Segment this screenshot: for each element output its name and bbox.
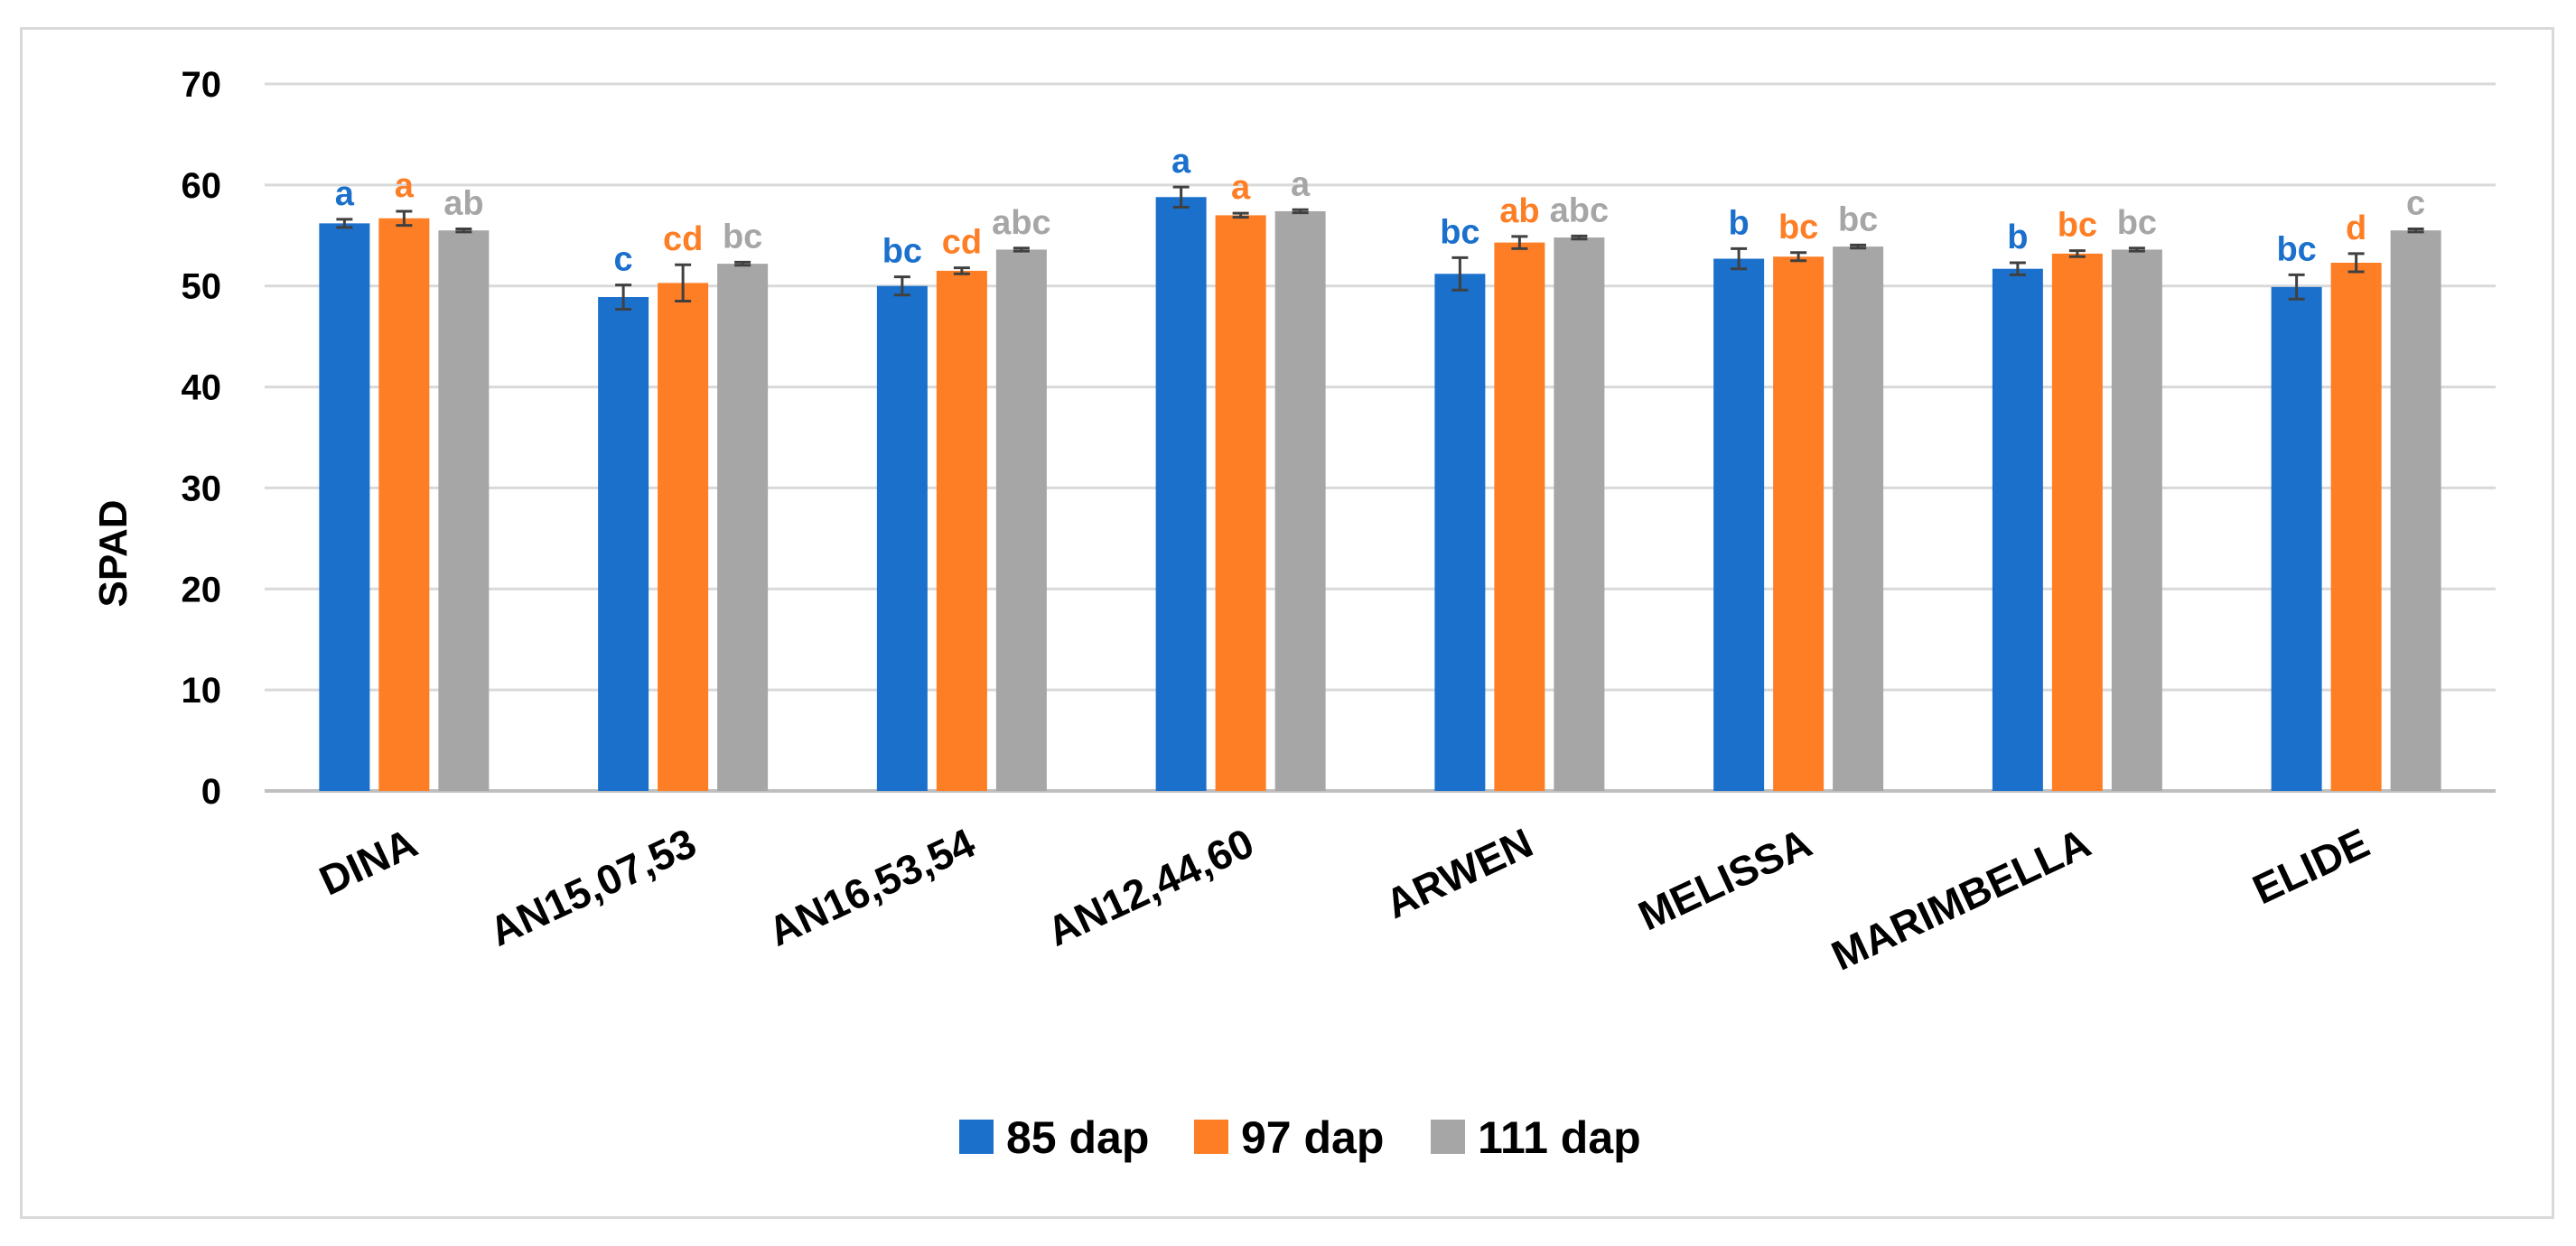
legend-label: 85 dap bbox=[1006, 1112, 1149, 1163]
bar bbox=[2111, 249, 2162, 792]
bar bbox=[1434, 274, 1486, 791]
x-category-label: AN15,07,53 bbox=[482, 819, 703, 955]
y-tick-label: 10 bbox=[182, 671, 222, 711]
legend-swatch bbox=[959, 1120, 994, 1154]
error-bars bbox=[336, 185, 2424, 311]
bar bbox=[658, 283, 709, 791]
significance-letter: a bbox=[395, 167, 415, 205]
y-tick-label: 0 bbox=[201, 772, 221, 812]
y-tick-label: 20 bbox=[182, 570, 222, 609]
x-category-label: MELISSA bbox=[1631, 819, 1818, 940]
significance-letter: c bbox=[614, 241, 633, 279]
y-axis-ticks: 0 10 20 30 40 50 60 70 bbox=[182, 65, 222, 812]
bar bbox=[1274, 210, 1326, 791]
legend: 85 dap 97 dap 111 dap bbox=[959, 1112, 1641, 1163]
significance-letter: bc bbox=[882, 233, 922, 271]
y-axis-title: SPAD bbox=[91, 500, 135, 608]
x-category-label: ARWEN bbox=[1378, 819, 1540, 927]
significance-letter: bc bbox=[2276, 230, 2316, 268]
bar bbox=[1155, 197, 1207, 791]
bars bbox=[319, 197, 2441, 792]
significance-letter: bc bbox=[1778, 209, 1818, 246]
y-tick-label: 70 bbox=[182, 65, 222, 105]
significance-letter: bc bbox=[1440, 213, 1479, 251]
bar bbox=[1494, 242, 1545, 791]
bar bbox=[319, 223, 370, 791]
significance-letter: d bbox=[2346, 209, 2366, 247]
y-tick-label: 40 bbox=[182, 368, 222, 408]
legend-label: 97 dap bbox=[1241, 1112, 1384, 1163]
bar bbox=[598, 297, 649, 792]
bar bbox=[1833, 246, 1884, 792]
x-category-label: AN12,44,60 bbox=[1040, 819, 1260, 955]
x-category-label: MARIMBELLA bbox=[1825, 819, 2097, 980]
bar bbox=[936, 270, 987, 792]
x-category-label: DINA bbox=[313, 819, 425, 905]
bar bbox=[2271, 286, 2322, 791]
significance-letter: ab bbox=[1499, 192, 1539, 230]
legend-label: 111 dap bbox=[1478, 1112, 1641, 1163]
x-axis-categories: DINA AN15,07,53 AN16,53,54 AN12,44,60 ARWEN M… bbox=[313, 819, 2376, 980]
bar bbox=[717, 264, 769, 791]
bar bbox=[1215, 215, 1266, 791]
significance-letter: bc bbox=[1838, 200, 1878, 238]
x-category-label: AN16,53,54 bbox=[761, 819, 983, 955]
bar bbox=[995, 249, 1047, 792]
significance-letter: b bbox=[2007, 219, 2028, 256]
chart-frame: a a ab c cd bc bc cd abc a a a bc ab abc b bc bc b bc bc bc d c… bbox=[20, 27, 2554, 1219]
bar bbox=[876, 285, 928, 791]
bar bbox=[1992, 268, 2043, 791]
legend-swatch bbox=[1194, 1120, 1228, 1154]
bar bbox=[2330, 262, 2382, 791]
significance-letter: ab bbox=[443, 185, 483, 223]
bar bbox=[438, 230, 490, 791]
significance-letter: a bbox=[335, 175, 355, 213]
significance-letter: a bbox=[1291, 165, 1311, 203]
bar bbox=[378, 218, 430, 791]
significance-letter: cd bbox=[663, 220, 703, 258]
significance-letter: abc bbox=[1550, 191, 1609, 229]
significance-letter: c bbox=[2406, 185, 2425, 223]
y-tick-label: 30 bbox=[182, 469, 222, 508]
significance-letter: a bbox=[1231, 169, 1251, 207]
significance-letter: bc bbox=[2117, 204, 2157, 242]
y-tick-label: 60 bbox=[182, 166, 222, 206]
bar bbox=[1773, 256, 1825, 791]
bar bbox=[1554, 237, 1605, 792]
significance-letter: cd bbox=[942, 224, 982, 262]
bar bbox=[2390, 230, 2441, 791]
significance-letter: a bbox=[1171, 143, 1191, 181]
significance-letter: bc bbox=[723, 218, 762, 256]
significance-letter: bc bbox=[2058, 207, 2097, 245]
significance-letter: b bbox=[1729, 204, 1750, 242]
legend-swatch bbox=[1431, 1120, 1465, 1154]
significance-letter: abc bbox=[992, 204, 1050, 242]
x-category-label: ELIDE bbox=[2245, 819, 2376, 913]
y-tick-label: 50 bbox=[182, 267, 222, 307]
bar bbox=[1713, 258, 1765, 791]
bar bbox=[2051, 253, 2103, 791]
